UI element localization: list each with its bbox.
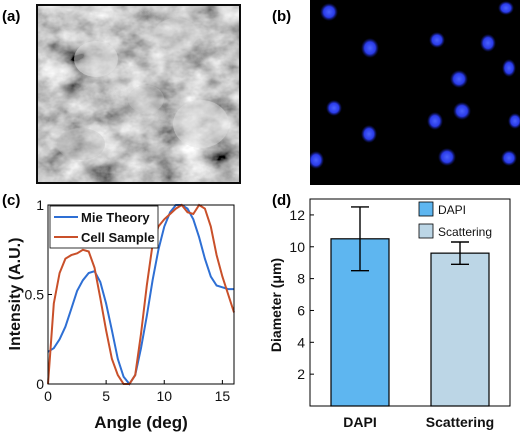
nucleus: [429, 32, 445, 48]
nucleus: [502, 59, 516, 77]
plot-frame: [309, 198, 511, 407]
panel-label-a: (a): [2, 8, 21, 25]
legend-label-mie-theory: Mie Theory: [81, 210, 150, 225]
nucleus: [450, 70, 468, 88]
panel-label-c: (c): [2, 192, 21, 209]
nucleus: [498, 1, 514, 15]
y-tick-label: 4: [297, 334, 305, 350]
y-tick-label: 0.5: [25, 287, 45, 303]
legend-swatch-scattering: [418, 223, 434, 239]
x-tick-label: 0: [44, 388, 52, 404]
y-tick-label: 8: [297, 271, 305, 287]
nucleus: [480, 34, 496, 52]
angular-scattering-chart: 0 5 10 15 0 0.5 1 Angle (deg) Intensity (A.U.)…: [7, 197, 235, 432]
nucleus: [320, 3, 338, 21]
x-category-label-scattering: Scattering: [426, 414, 494, 430]
nucleus: [508, 113, 520, 129]
panel-label-d: (d): [272, 192, 292, 209]
nucleus: [310, 151, 324, 169]
diameter-bar-chart: DAPI Scattering 2 4 6 8 10 12 Diameter (μm) DAP…: [268, 198, 511, 430]
nucleus: [427, 112, 443, 130]
legend: DAPI Scattering: [418, 201, 492, 239]
dapi-image-background: [310, 0, 520, 185]
series-line-mie-theory: [47, 204, 234, 386]
nucleus: [453, 102, 471, 120]
series-line-cell-sample: [47, 203, 235, 385]
legend-label-scattering: Scattering: [438, 225, 492, 239]
y-tick-label: 2: [297, 366, 305, 382]
legend-label-dapi: DAPI: [438, 203, 466, 217]
y-tick-label: 0: [36, 376, 44, 392]
panel-label-b: (b): [272, 8, 292, 25]
x-tick-label: 15: [215, 388, 231, 404]
legend: Mie Theory Cell Sample: [49, 205, 159, 249]
y-tick-label: 6: [297, 302, 305, 318]
scattering-image-border: [36, 4, 241, 184]
y-tick-label: 1: [36, 197, 44, 213]
x-axis-label: Angle (deg): [94, 413, 188, 432]
legend-swatch-dapi: [418, 201, 434, 217]
scattering-image-grid-texture: [36, 4, 241, 184]
y-tick-label: 12: [289, 207, 305, 223]
y-axis-label: Diameter (μm): [268, 258, 284, 352]
y-tick-label: 10: [289, 239, 305, 255]
nucleus: [361, 38, 379, 58]
bar-scattering: [430, 252, 490, 407]
x-tick-label: 10: [156, 388, 172, 404]
y-axis-label: Intensity (A.U.): [7, 238, 24, 351]
nucleus: [438, 148, 456, 166]
legend-label-cell-sample: Cell Sample: [81, 230, 155, 245]
nucleus: [361, 125, 377, 143]
nucleus: [326, 100, 342, 116]
legend-box: [49, 205, 159, 249]
x-tick-label: 5: [102, 388, 110, 404]
x-category-label-dapi: DAPI: [343, 414, 376, 430]
nucleus: [501, 150, 517, 166]
dapi-fluorescence-image: [310, 0, 520, 185]
scattering-image: [36, 4, 241, 184]
